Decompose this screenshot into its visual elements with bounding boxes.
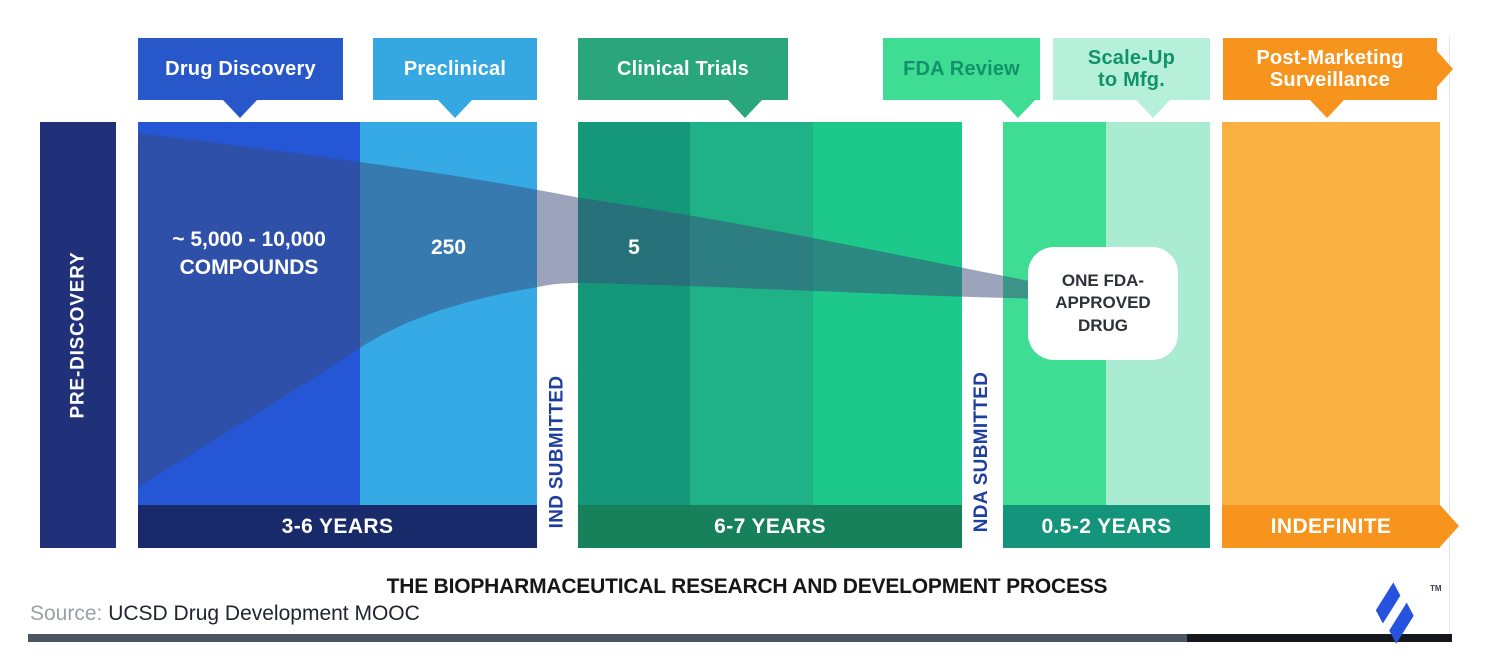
duration-text: 6-7 YEARS	[714, 514, 826, 538]
image-edge-line	[1449, 36, 1450, 634]
pointer-tail	[1136, 100, 1170, 118]
trademark-symbol: TM	[1430, 584, 1442, 593]
milestone-text: IND SUBMITTED	[546, 375, 568, 529]
footer-rule	[28, 634, 1452, 642]
column-clinical-phase-2	[690, 122, 813, 505]
milestone-nda-submitted: NDA SUBMITTED	[962, 122, 1003, 548]
duration-bar-post-marketing: INDEFINITE	[1222, 505, 1459, 548]
duration-text: 0.5-2 YEARS	[1041, 514, 1172, 538]
duration-text: 3-6 YEARS	[281, 514, 394, 538]
pre-discovery-label-text: PRE-DISCOVERY	[67, 251, 89, 419]
milestone-ind-submitted: IND SUBMITTED	[537, 122, 578, 548]
pointer-tail	[1310, 100, 1344, 118]
stage-label-text: Clinical Trials	[617, 57, 749, 80]
stage-label-text: Scale-Up to Mfg.	[1087, 46, 1176, 91]
column-post-marketing	[1222, 122, 1440, 505]
logo-bolt-bottom	[1389, 602, 1414, 644]
source-value: UCSD Drug Development MOOC	[108, 602, 420, 625]
column-clinical-phase-1	[578, 122, 690, 505]
column-preclinical	[360, 122, 537, 505]
source-label: Source:	[30, 602, 103, 625]
stage-label-preclinical: Preclinical	[373, 38, 537, 118]
compound-count-drug-discovery: ~ 5,000 - 10,000 COMPOUNDS	[138, 226, 360, 283]
pointer-tail	[438, 100, 472, 118]
right-arrow-tip	[1440, 505, 1459, 547]
pointer-tail	[728, 100, 762, 118]
pre-discovery-column	[40, 122, 116, 548]
column-drug-discovery	[138, 122, 360, 505]
duration-bar-discovery-preclinical: 3-6 YEARS	[138, 505, 537, 548]
duration-bar-clinical: 6-7 YEARS	[578, 505, 962, 548]
source-line: Source: UCSD Drug Development MOOC	[30, 602, 420, 626]
stage-label-text: Drug Discovery	[165, 57, 316, 80]
pointer-tail	[223, 100, 257, 118]
duration-bar-fda-scaleup: 0.5-2 YEARS	[1003, 505, 1210, 548]
footer-rule-dark-segment	[1187, 634, 1452, 642]
stage-label-post-marketing: Post-Marketing Surveillance	[1223, 38, 1453, 118]
diagram-title: THE BIOPHARMACEUTICAL RESEARCH AND DEVEL…	[386, 575, 1108, 598]
compound-count-preclinical: 250	[430, 236, 467, 259]
stage-label-text: Preclinical	[403, 57, 507, 80]
stage-label-clinical-trials: Clinical Trials	[578, 38, 788, 118]
milestone-text: NDA SUBMITTED	[971, 371, 993, 533]
approved-drug-text: ONE FDA-APPROVED DRUG	[1055, 271, 1151, 335]
stage-label-drug-discovery: Drug Discovery	[138, 38, 343, 118]
right-arrow-tip	[1437, 51, 1453, 87]
approved-drug-bubble: ONE FDA-APPROVED DRUG	[1028, 247, 1178, 360]
stage-label-fda-review: FDA Review	[883, 38, 1040, 118]
pointer-tail	[1001, 100, 1035, 118]
column-clinical-phase-3	[813, 122, 962, 505]
stage-label-text: Post-Marketing Surveillance	[1256, 46, 1404, 91]
compound-count-clinical: 5	[628, 236, 640, 259]
pre-discovery-label: PRE-DISCOVERY	[40, 122, 116, 548]
stage-label-scale-up: Scale-Up to Mfg.	[1053, 38, 1210, 118]
duration-text: INDEFINITE	[1270, 514, 1392, 538]
stage-label-text: FDA Review	[903, 57, 1020, 80]
compound-count-text: ~ 5,000 - 10,000 COMPOUNDS	[172, 228, 326, 280]
